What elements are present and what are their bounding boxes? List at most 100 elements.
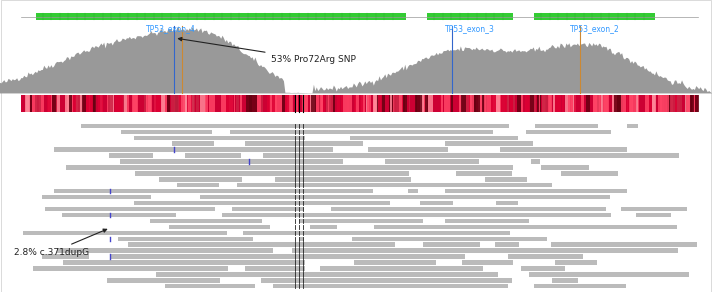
Bar [79, 95, 81, 112]
Bar [614, 95, 617, 112]
Bar [330, 95, 333, 112]
Bar [222, 95, 228, 112]
Bar [574, 95, 576, 112]
Bar [228, 95, 234, 112]
Bar [367, 95, 371, 112]
Bar [333, 147, 368, 152]
Bar [411, 177, 449, 182]
Bar [627, 95, 628, 112]
Bar [67, 95, 73, 112]
Bar [240, 95, 241, 112]
Bar [98, 95, 103, 112]
Bar [124, 95, 127, 112]
Bar [420, 95, 424, 112]
Bar [389, 201, 419, 205]
Bar [581, 95, 584, 112]
Bar [617, 95, 620, 112]
Bar [587, 95, 590, 112]
Bar [52, 95, 56, 112]
Bar [278, 95, 282, 112]
Bar [474, 95, 478, 112]
Bar [611, 213, 636, 217]
Bar [157, 95, 162, 112]
Bar [211, 130, 231, 134]
Bar [287, 95, 290, 112]
Bar [555, 95, 557, 112]
Bar [530, 95, 534, 112]
Bar [219, 183, 236, 187]
Bar [73, 95, 76, 112]
Bar [172, 141, 533, 146]
Bar [236, 95, 239, 112]
Bar [678, 95, 682, 112]
Bar [75, 95, 78, 112]
Bar [645, 95, 649, 112]
Bar [337, 95, 340, 112]
Bar [128, 242, 698, 247]
Bar [179, 95, 184, 112]
Bar [38, 95, 41, 112]
Bar [242, 177, 276, 182]
Bar [597, 124, 627, 128]
Bar [174, 95, 178, 112]
Bar [436, 260, 461, 265]
Bar [205, 95, 209, 112]
Bar [482, 95, 487, 112]
Bar [179, 95, 181, 112]
Bar [394, 95, 399, 112]
Bar [360, 95, 362, 112]
Bar [647, 95, 652, 112]
Bar [179, 95, 184, 112]
Bar [253, 95, 256, 112]
Bar [636, 95, 638, 112]
Bar [179, 95, 182, 112]
Bar [42, 195, 610, 199]
Bar [676, 95, 680, 112]
Bar [498, 95, 504, 112]
Bar [498, 272, 529, 277]
Bar [23, 231, 511, 235]
Bar [400, 95, 403, 112]
Bar [273, 248, 292, 253]
Bar [459, 95, 461, 112]
Bar [409, 171, 456, 175]
Bar [525, 95, 530, 112]
Bar [519, 242, 551, 247]
Bar [273, 95, 278, 112]
Bar [475, 254, 508, 259]
Bar [363, 141, 410, 146]
Bar [530, 278, 546, 283]
Bar [480, 242, 496, 247]
Bar [255, 284, 273, 288]
Bar [448, 147, 483, 152]
Bar [471, 95, 476, 112]
Bar [626, 95, 629, 112]
Bar [86, 95, 88, 112]
Bar [214, 141, 246, 146]
Bar [409, 95, 410, 112]
Bar [26, 95, 30, 112]
Bar [66, 165, 589, 170]
Bar [347, 95, 352, 112]
Bar [454, 201, 475, 205]
Bar [487, 95, 489, 112]
Bar [629, 95, 634, 112]
Bar [695, 95, 697, 112]
Bar [543, 95, 545, 112]
Bar [132, 95, 137, 112]
Bar [270, 95, 271, 112]
Bar [426, 95, 428, 112]
Bar [51, 95, 53, 112]
Text: 53% Pro72Arg SNP: 53% Pro72Arg SNP [179, 37, 355, 64]
Bar [545, 95, 548, 112]
Bar [417, 95, 422, 112]
Bar [189, 95, 192, 112]
Bar [600, 95, 602, 112]
Bar [199, 95, 202, 112]
Bar [402, 95, 404, 112]
Bar [251, 95, 254, 112]
Bar [176, 213, 221, 217]
Bar [146, 95, 147, 112]
Bar [427, 13, 513, 20]
Bar [440, 95, 444, 112]
